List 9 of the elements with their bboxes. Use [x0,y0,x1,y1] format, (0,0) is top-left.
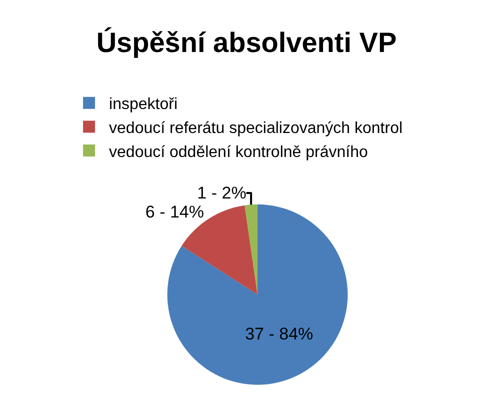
chart-title: Úspěšní absolventi VP [96,26,397,58]
pie-slice [244,204,258,295]
data-label: 1 - 2% [197,183,246,202]
legend-label: vedoucí referátu specializovaných kontrol [109,120,403,137]
legend-label: inspektoři [109,96,178,114]
legend-label: vedoucí oddělení kontrolně právního [109,144,368,161]
data-label: 37 - 84% [245,324,314,344]
data-label: 6 - 14% [145,202,204,222]
pie-slice [167,204,348,385]
